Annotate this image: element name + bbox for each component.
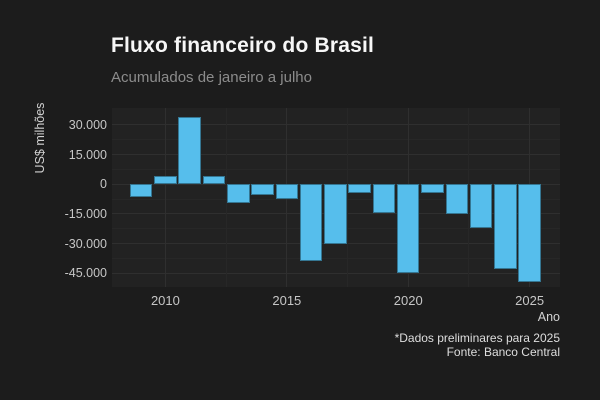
chart-caption: *Dados preliminares para 2025 Fonte: Ban… [395, 331, 560, 359]
chart-title: Fluxo financeiro do Brasil [111, 34, 375, 57]
y-axis-title: US$ milhões [33, 102, 47, 174]
x-tick-label: 2015 [272, 293, 302, 308]
x-axis-title: Ano [537, 310, 560, 324]
plot-panel [112, 108, 560, 287]
gridline-y-major [112, 124, 560, 126]
chart-subtitle: Acumulados de janeiro a julho [111, 69, 312, 86]
y-tick-label: 30.000 [68, 117, 107, 132]
y-tick-label: -30.000 [64, 236, 107, 251]
bar-2016 [299, 184, 323, 262]
bar-2019 [372, 184, 396, 213]
gridline-x-minor [225, 108, 227, 287]
bar-2020 [396, 184, 420, 274]
bar-2015 [275, 184, 299, 199]
bar-2023 [469, 184, 493, 229]
bar-2011 [178, 117, 201, 185]
bar-2022 [445, 184, 469, 215]
bar-2017 [324, 184, 347, 244]
gridline-y-minor [112, 139, 560, 141]
gridline-x-minor [468, 108, 470, 287]
bar-2010 [154, 175, 177, 185]
y-tick-label: 15.000 [68, 147, 107, 162]
x-tick-label: 2020 [393, 293, 423, 308]
bar-2009 [129, 184, 153, 197]
gridline-y-minor [112, 257, 560, 259]
bar-2013 [227, 184, 250, 203]
bar-2021 [421, 184, 444, 194]
x-tick-label: 2010 [150, 293, 180, 308]
bar-2018 [348, 184, 371, 194]
x-tick-label: 2025 [515, 293, 545, 308]
caption-source: Fonte: Banco Central [446, 345, 560, 359]
y-tick-label: 0 [100, 177, 107, 192]
gridline-y-major [112, 154, 560, 156]
gridline-x-major [164, 108, 166, 287]
gridline-x-minor [347, 108, 349, 287]
gridline-y-minor [112, 168, 560, 170]
gridline-y-major [112, 243, 560, 245]
bar-2012 [202, 175, 226, 185]
bar-2014 [251, 184, 274, 196]
gridline-y-major [112, 272, 560, 274]
bar-2025 [518, 184, 541, 283]
y-tick-label: -45.000 [64, 266, 107, 281]
caption-preliminary-note: *Dados preliminares para 2025 [394, 331, 560, 345]
y-tick-label: -15.000 [64, 206, 107, 221]
bar-2024 [494, 184, 517, 270]
